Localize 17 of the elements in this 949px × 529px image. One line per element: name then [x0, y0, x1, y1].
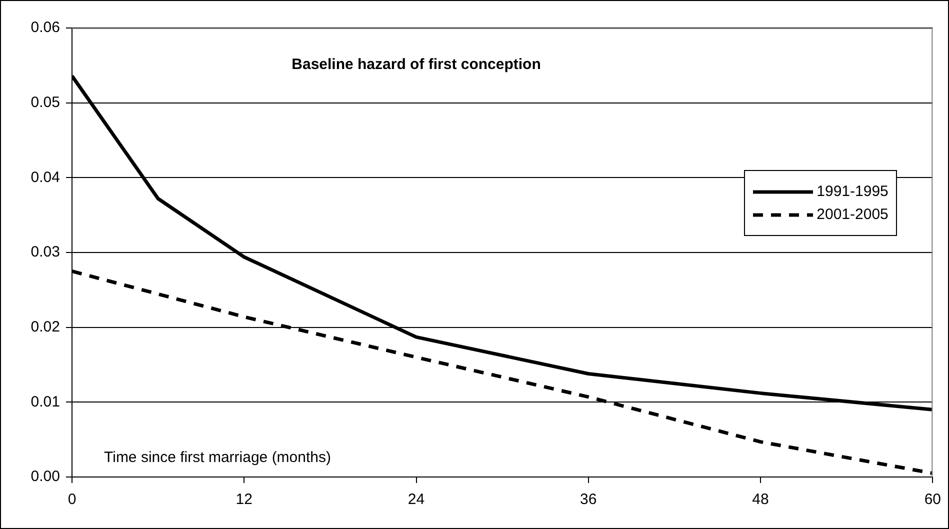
legend-label: 2001-2005 — [816, 206, 888, 223]
x-tick-label: 48 — [752, 491, 769, 508]
x-tick-label: 24 — [408, 491, 425, 508]
x-tick-label: 60 — [924, 491, 941, 508]
x-tick-label: 0 — [68, 491, 76, 508]
x-tick-label: 36 — [580, 491, 597, 508]
y-tick-label: 0.00 — [30, 468, 60, 486]
x-axis-title: Time since first marriage (months) — [104, 449, 331, 466]
y-tick-label: 0.04 — [30, 168, 60, 186]
y-tick-label: 0.01 — [30, 393, 60, 410]
y-tick-label: 0.03 — [30, 244, 60, 261]
text: Baseline hazard of first conception — [292, 56, 541, 74]
legend-label: 1991-1995 — [816, 183, 888, 200]
y-tick-label: 0.02 — [30, 318, 60, 336]
y-tick-label: 0.05 — [30, 94, 60, 111]
y-tick-label: 0.06 — [30, 19, 60, 36]
x-tick-label: 12 — [236, 491, 252, 508]
